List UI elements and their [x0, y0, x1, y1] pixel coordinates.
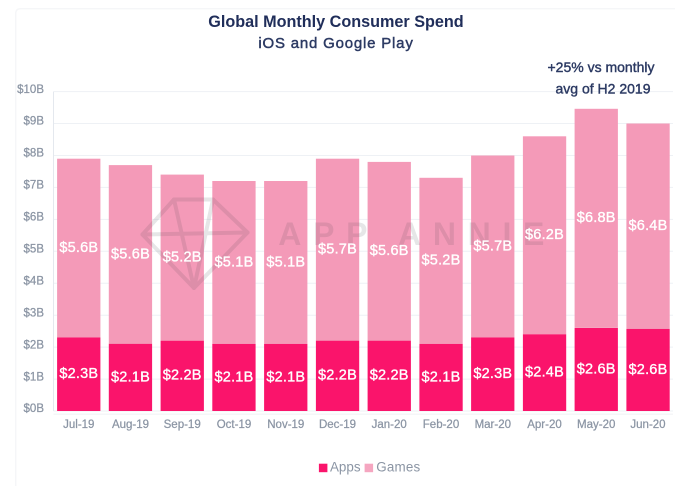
svg-text:Apps: Apps	[330, 460, 361, 475]
svg-text:$2.4B: $2.4B	[525, 365, 564, 381]
svg-text:Global Monthly Consumer Spend: Global Monthly Consumer Spend	[208, 13, 463, 31]
svg-text:$4B: $4B	[24, 275, 45, 287]
svg-text:$2B: $2B	[24, 339, 45, 351]
svg-text:$6.4B: $6.4B	[629, 218, 668, 234]
svg-text:$5.2B: $5.2B	[163, 250, 202, 266]
svg-text:$5.6B: $5.6B	[111, 246, 150, 262]
svg-text:$3B: $3B	[24, 307, 45, 319]
svg-text:Apr-20: Apr-20	[527, 419, 562, 431]
svg-text:Dec-19: Dec-19	[319, 419, 356, 431]
svg-text:Jun-20: Jun-20	[630, 419, 665, 431]
svg-text:$10B: $10B	[17, 84, 44, 96]
svg-text:$5.6B: $5.6B	[59, 240, 98, 256]
svg-text:$5.2B: $5.2B	[422, 253, 461, 269]
svg-text:$5.1B: $5.1B	[266, 254, 305, 270]
svg-text:$2.6B: $2.6B	[577, 361, 616, 377]
svg-text:$6.8B: $6.8B	[577, 210, 616, 226]
svg-text:$2.1B: $2.1B	[111, 369, 150, 385]
svg-text:$8B: $8B	[24, 148, 45, 160]
svg-text:$5.7B: $5.7B	[318, 242, 357, 258]
svg-text:$2.6B: $2.6B	[629, 362, 668, 378]
svg-text:Jul-19: Jul-19	[63, 419, 94, 431]
svg-text:Sep-19: Sep-19	[164, 419, 201, 431]
svg-text:Jan-20: Jan-20	[372, 419, 407, 431]
svg-text:$2.1B: $2.1B	[215, 369, 254, 385]
svg-text:$1B: $1B	[24, 371, 45, 383]
svg-text:$6B: $6B	[24, 212, 45, 224]
svg-text:$2.2B: $2.2B	[370, 368, 409, 384]
svg-text:Mar-20: Mar-20	[475, 419, 511, 431]
svg-text:$2.3B: $2.3B	[59, 366, 98, 382]
svg-text:Games: Games	[376, 460, 420, 475]
svg-text:May-20: May-20	[577, 419, 615, 431]
svg-text:$9B: $9B	[24, 116, 45, 128]
svg-text:avg of H2 2019: avg of H2 2019	[556, 81, 651, 97]
svg-text:Aug-19: Aug-19	[112, 419, 149, 431]
svg-text:$6.2B: $6.2B	[525, 227, 564, 243]
svg-text:$2.3B: $2.3B	[473, 366, 512, 382]
svg-text:$5B: $5B	[24, 244, 45, 256]
svg-text:$0B: $0B	[24, 403, 45, 415]
svg-text:Feb-20: Feb-20	[423, 419, 459, 431]
svg-text:$5.1B: $5.1B	[215, 254, 254, 270]
svg-text:$2.1B: $2.1B	[266, 369, 305, 385]
svg-text:APP ANNIE: APP ANNIE	[278, 216, 556, 252]
svg-text:$2.2B: $2.2B	[163, 368, 202, 384]
svg-text:Nov-19: Nov-19	[267, 419, 304, 431]
svg-text:$5.6B: $5.6B	[370, 243, 409, 259]
svg-text:$7B: $7B	[24, 180, 45, 192]
svg-text:+25% vs monthly: +25% vs monthly	[548, 59, 655, 75]
svg-text:$5.7B: $5.7B	[473, 238, 512, 254]
svg-text:iOS and Google Play: iOS and Google Play	[258, 35, 413, 52]
svg-text:$2.1B: $2.1B	[422, 369, 461, 385]
svg-text:$2.2B: $2.2B	[318, 368, 357, 384]
svg-text:Oct-19: Oct-19	[217, 419, 252, 431]
